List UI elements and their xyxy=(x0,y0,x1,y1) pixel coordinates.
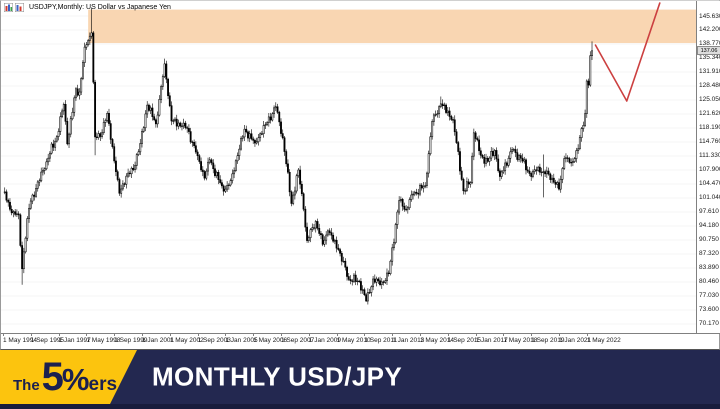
chart-title: USDJPY,Monthly: US Dollar vs Japanese Ye… xyxy=(29,3,171,11)
time-axis-tick xyxy=(392,333,394,336)
chart-titlebar: USDJPY,Monthly: US Dollar vs Japanese Ye… xyxy=(4,2,171,12)
time-axis-label: 1 May 2022 xyxy=(586,337,621,344)
price-axis-label: 111.330 xyxy=(699,152,720,160)
time-axis-tick xyxy=(531,333,533,336)
brand-banner: The 5 % ers MONTHLY USD/JPY xyxy=(0,350,720,404)
chart-plot-area[interactable] xyxy=(1,1,720,351)
price-axis-label: 145.630 xyxy=(699,12,720,20)
price-axis-label: 101.040 xyxy=(699,194,720,202)
time-axis-label: 1 May 1998 xyxy=(86,337,121,344)
time-axis-tick xyxy=(114,333,116,336)
price-axis-label: 97.610 xyxy=(699,208,719,216)
logo-ers-text: ers xyxy=(88,374,118,395)
price-axis-label: 80.460 xyxy=(699,278,719,286)
price-axis-label: 138.770 xyxy=(699,40,720,48)
time-axis-label: 1 Sep 2007 xyxy=(281,337,315,344)
banner-bottom-strip xyxy=(0,404,720,409)
time-axis-label: 1 May 2014 xyxy=(420,337,454,344)
mt4-window-icon xyxy=(4,2,13,12)
time-axis-label: 1 May 1994 xyxy=(3,337,37,344)
time-axis-label: 1 Sep 2019 xyxy=(531,337,565,344)
time-axis-tick xyxy=(559,333,560,336)
price-axis-label: 131.910 xyxy=(699,68,720,76)
price-axis-label: 142.200 xyxy=(699,26,720,34)
price-axis-label: 77.030 xyxy=(699,292,719,300)
time-axis-tick xyxy=(3,333,4,336)
time-axis-label: 1 Jan 2001 xyxy=(142,337,175,344)
price-axis-label: 83.890 xyxy=(699,264,719,272)
time-axis-tick xyxy=(58,333,60,336)
time-axis-label: 1 Sep 2011 xyxy=(364,337,398,344)
time-axis-tick xyxy=(420,333,421,336)
time-axis-label: 1 Sep 2003 xyxy=(197,337,231,344)
time-axis-label: 1 Jan 1997 xyxy=(58,337,91,344)
time-axis-tick xyxy=(30,333,32,336)
price-axis-separator xyxy=(696,1,697,334)
time-axis-tick xyxy=(447,333,449,336)
projection-trendline[interactable] xyxy=(594,2,661,102)
time-axis-tick xyxy=(86,333,88,336)
logo-5-text: 5 xyxy=(41,355,64,399)
time-axis-tick xyxy=(169,333,171,336)
price-axis-label: 118.190 xyxy=(699,124,720,132)
candlestick-series xyxy=(3,7,593,305)
time-axis-tick xyxy=(503,333,505,336)
time-axis-tick xyxy=(253,333,255,336)
price-axis-label: 70.170 xyxy=(699,320,719,328)
price-axis-label: 73.600 xyxy=(699,306,719,314)
time-axis-tick xyxy=(308,333,310,336)
time-axis-tick xyxy=(142,333,143,336)
logo-percent-text: % xyxy=(61,362,90,397)
time-axis-tick xyxy=(197,333,199,336)
time-axis-label: 1 Jan 2005 xyxy=(225,337,258,344)
time-axis-tick xyxy=(336,333,338,336)
time-axis-label: 1 Jan 2009 xyxy=(308,337,341,344)
time-axis-label: 1 Sep 1999 xyxy=(114,337,148,344)
logo-the-text: The xyxy=(13,377,40,394)
price-axis-label: 107.900 xyxy=(699,166,720,174)
time-axis[interactable]: 1 May 1994 1 Sep 1995 1 Jan 1997 1 May 1998… xyxy=(1,333,720,349)
time-axis-label: 1 May 2006 xyxy=(253,337,288,344)
time-axis-tick xyxy=(281,333,282,336)
the5ers-logo: The 5 % ers xyxy=(13,357,117,397)
time-axis-label: 1 Jan 2021 xyxy=(559,337,592,344)
time-axis-label: 1 Sep 2015 xyxy=(447,337,482,344)
time-axis-label: 1 May 2002 xyxy=(169,337,204,344)
time-axis-label: 1 Sep 1995 xyxy=(30,337,65,344)
banner-yellow-wedge xyxy=(0,350,137,404)
time-axis-line xyxy=(1,333,720,334)
time-axis-label: 1 Jan 2013 xyxy=(392,337,425,344)
price-axis-label: 94.180 xyxy=(699,222,719,230)
price-axis-label: 125.050 xyxy=(699,96,720,104)
time-axis-tick xyxy=(475,333,477,336)
price-axis-label: 121.620 xyxy=(699,110,720,118)
price-axis-label: 128.480 xyxy=(699,82,720,90)
price-axis-label: 135.340 xyxy=(699,54,720,62)
supply-zone-rectangle[interactable] xyxy=(88,9,696,44)
time-axis-label: 1 May 2010 xyxy=(336,337,371,344)
time-axis-tick xyxy=(364,333,366,336)
chart-window[interactable]: USDJPY,Monthly: US Dollar vs Japanese Ye… xyxy=(0,0,720,350)
price-axis-label: 87.320 xyxy=(699,250,719,258)
time-axis-label: 1 May 2018 xyxy=(503,337,538,344)
time-axis-tick xyxy=(586,333,588,336)
price-axis-label: 90.750 xyxy=(699,236,719,244)
current-price-box: 137.06 xyxy=(697,46,720,56)
banner-title: MONTHLY USD/JPY xyxy=(152,361,403,392)
time-axis-label: 1 Jan 2017 xyxy=(475,337,508,344)
price-axis-label: 114.760 xyxy=(699,138,720,146)
price-axis-label: 104.470 xyxy=(699,180,720,188)
mt4-chart-icon xyxy=(15,2,24,12)
price-axis[interactable]: 145.630 142.200 138.770 135.340 131.910 128.4… xyxy=(697,1,720,333)
time-axis-tick xyxy=(225,333,227,336)
